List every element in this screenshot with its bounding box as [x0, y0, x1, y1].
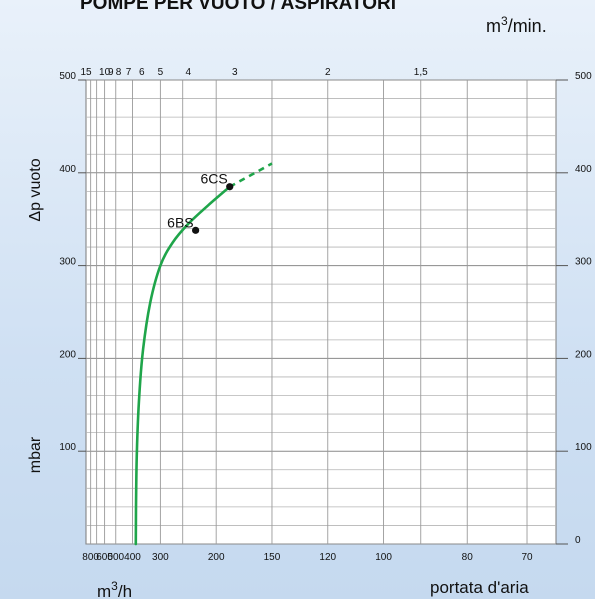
- x-tick-top: 3: [232, 67, 238, 78]
- marker-point: [226, 183, 234, 191]
- x-tick-bottom: 200: [208, 552, 225, 563]
- x-tick-bottom: 800: [82, 552, 99, 563]
- pump-curve: [134, 162, 273, 546]
- x-tick-bottom: 70: [521, 552, 533, 563]
- x-tick-bottom: 150: [264, 552, 281, 563]
- marker-label: 6BS: [167, 214, 193, 230]
- y-tick-right: 0: [575, 535, 581, 546]
- y-tick-left: 200: [59, 349, 76, 360]
- y-tick-left: 300: [59, 257, 76, 268]
- y-tick-left: 400: [59, 164, 76, 175]
- x-tick-bottom: 100: [375, 552, 392, 563]
- marker-label: 6CS: [201, 171, 228, 187]
- x-tick-top: 1,5: [414, 67, 428, 78]
- x-tick-bottom: 500: [107, 552, 124, 563]
- x-tick-top: 2: [325, 67, 331, 78]
- x-tick-top: 9: [108, 67, 114, 78]
- x-tick-top: 5: [158, 67, 164, 78]
- x-tick-bottom: 300: [152, 552, 169, 563]
- y-axis-units: mbar: [27, 436, 44, 473]
- x-tick-top: 15: [80, 67, 92, 78]
- x-tick-top: 8: [116, 67, 122, 78]
- y-tick-left: 100: [59, 442, 76, 453]
- y-tick-left: 500: [59, 71, 76, 82]
- x-tick-bottom: 600: [96, 552, 113, 563]
- series-extension-dashed: [229, 162, 273, 188]
- x-tick-top: 4: [186, 67, 192, 78]
- y-tick-right: 500: [575, 71, 592, 82]
- y-tick-right: 100: [575, 442, 592, 453]
- plot-area: [85, 79, 557, 545]
- y-axis-label: Δp vuoto: [27, 158, 44, 221]
- markers: 6CS 6BS: [167, 171, 234, 234]
- x-axis-label: portata d'aria: [430, 578, 529, 597]
- x-tick-bottom: 400: [124, 552, 141, 563]
- chart-title: POMPE PER VUOTO / ASPIRATORI: [80, 0, 396, 14]
- x-tick-top: 10: [99, 67, 111, 78]
- grid: [86, 79, 556, 545]
- y-tick-right: 400: [575, 164, 592, 175]
- x-tick-bottom: 120: [319, 552, 336, 563]
- marker-point: [192, 226, 200, 234]
- bottom-units: m3/h: [97, 579, 132, 599]
- series-line: [134, 185, 232, 546]
- x-tick-top: 6: [139, 67, 145, 78]
- x-tick-top: 7: [126, 67, 132, 78]
- tick-labels: 5004003002001005004003002001000800600500…: [59, 67, 592, 563]
- top-units: m3/min.: [486, 14, 547, 36]
- y-tick-right: 200: [575, 349, 592, 360]
- y-tick-right: 300: [575, 257, 592, 268]
- x-tick-bottom: 80: [462, 552, 474, 563]
